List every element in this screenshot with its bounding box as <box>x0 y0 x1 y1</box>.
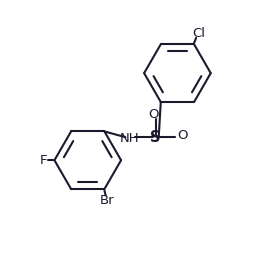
Text: Cl: Cl <box>193 26 206 40</box>
Text: S: S <box>150 130 161 145</box>
Text: F: F <box>40 154 48 167</box>
Text: O: O <box>177 130 188 142</box>
Text: NH: NH <box>120 132 140 145</box>
Text: O: O <box>148 108 158 121</box>
Text: Br: Br <box>100 194 114 207</box>
